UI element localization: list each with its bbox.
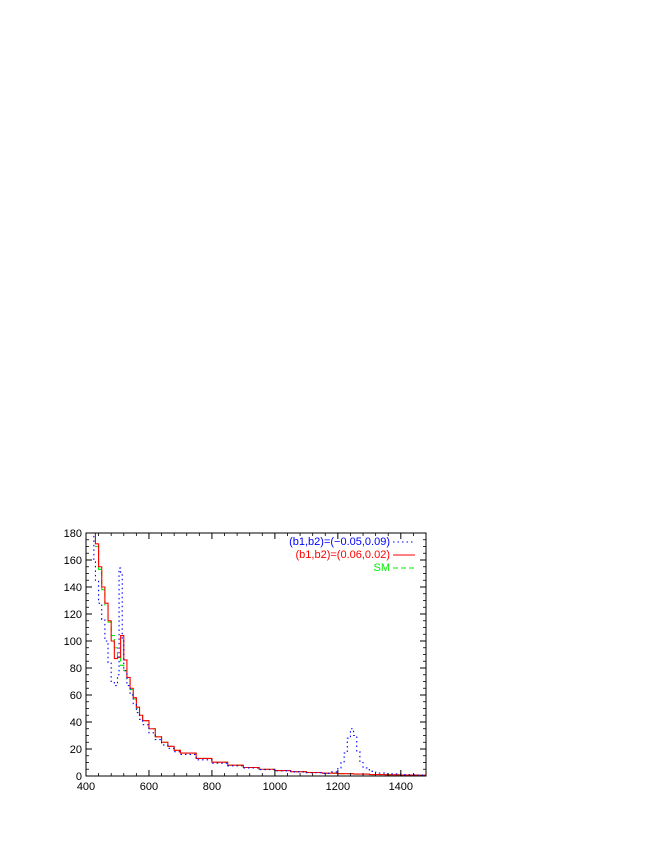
x-tick-label: 600: [140, 781, 158, 793]
x-tick-label: 800: [203, 781, 221, 793]
y-axis: 0 20 40 60 80 100 120 140 160 180: [64, 528, 426, 783]
series-line-0: [92, 533, 426, 776]
y-tick-label: 60: [70, 690, 82, 702]
x-tick-label: 1400: [389, 781, 413, 793]
y-tick-label: 0: [76, 771, 82, 783]
y-tick-label: 180: [64, 528, 82, 540]
legend: (b1,b2)=(−0.05,0.09)(b1,b2)=(0.06,0.02)S…: [289, 536, 415, 574]
y-tick-label: 140: [64, 582, 82, 594]
series-line-2: [92, 533, 426, 776]
y-tick-label: 80: [70, 663, 82, 675]
y-tick-label: 100: [64, 636, 82, 648]
legend-label-2: SM: [374, 562, 391, 574]
legend-label-0: (b1,b2)=(−0.05,0.09): [289, 536, 390, 548]
y-tick-label: 120: [64, 609, 82, 621]
y-tick-label: 20: [70, 744, 82, 756]
y-tick-label: 160: [64, 555, 82, 567]
y-tick-label: 40: [70, 717, 82, 729]
legend-label-1: (b1,b2)=(0.06,0.02): [296, 549, 390, 561]
x-axis: 400 600 800 1000 1200 1400: [77, 533, 427, 793]
x-tick-label: 400: [77, 781, 95, 793]
x-tick-label: 1000: [263, 781, 287, 793]
x-tick-label: 1200: [326, 781, 350, 793]
